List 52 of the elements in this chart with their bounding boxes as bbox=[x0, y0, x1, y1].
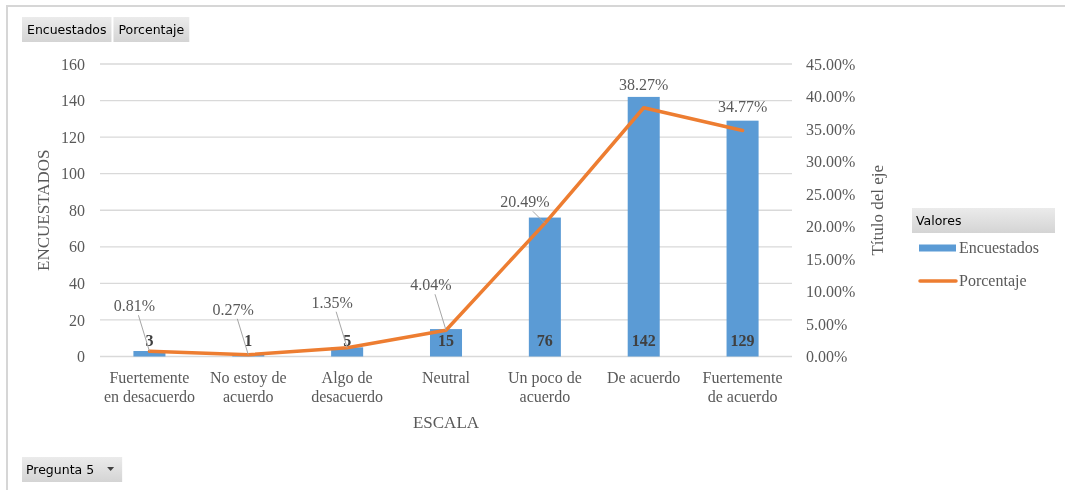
y2-tick-label: 5.00% bbox=[806, 315, 848, 333]
text: Encuestados bbox=[27, 22, 107, 37]
y2-tick-label: 20.00% bbox=[806, 218, 856, 236]
data-label: 0.27% bbox=[212, 300, 254, 318]
x-tick-label: Fuertemente de acuerdo bbox=[702, 369, 783, 405]
legend-title: Valores bbox=[916, 213, 962, 228]
y2-tick-label: 0.00% bbox=[806, 348, 848, 366]
bar bbox=[627, 96, 660, 357]
x-tick-label: Fuertemente en desacuerdo bbox=[103, 369, 195, 405]
y-tick-label: 60 bbox=[69, 238, 85, 256]
y-tick-label: 140 bbox=[61, 92, 85, 110]
x-tick-label: De acuerdo bbox=[607, 369, 681, 386]
y2-tick-label: 10.00% bbox=[806, 283, 856, 301]
y-tick-label: 100 bbox=[61, 165, 85, 183]
y-tick-label: 80 bbox=[69, 201, 85, 219]
data-label: 76 bbox=[536, 331, 553, 349]
x-axis-title: ESCALA bbox=[412, 413, 480, 432]
x-tick-label: Algo de desacuerdo bbox=[311, 369, 384, 405]
data-label: 5 bbox=[343, 331, 352, 349]
y2-tick-label: 45.00% bbox=[806, 55, 856, 73]
legend-label: Encuestados bbox=[959, 239, 1039, 256]
data-label: 129 bbox=[730, 331, 755, 349]
legend-label: Porcentaje bbox=[959, 272, 1027, 290]
data-label: 20.49% bbox=[500, 193, 550, 211]
data-label: 34.77% bbox=[717, 98, 768, 116]
y2-tick-label: 25.00% bbox=[806, 185, 856, 203]
data-label: 142 bbox=[631, 331, 656, 349]
bar bbox=[528, 217, 561, 357]
y2-tick-label: 35.00% bbox=[806, 120, 856, 138]
data-label: 4.04% bbox=[410, 276, 452, 294]
y2-tick-label: 30.00% bbox=[806, 153, 856, 171]
y2-axis-title: Título del eje bbox=[868, 164, 887, 256]
y2-tick-label: 40.00% bbox=[806, 88, 856, 106]
x-tick-label: Neutral bbox=[422, 369, 471, 386]
y-tick-label: 20 bbox=[69, 311, 85, 329]
data-label: 1 bbox=[244, 331, 253, 349]
y-tick-label: 40 bbox=[69, 274, 85, 292]
y-axis-title: ENCUESTADOS bbox=[34, 149, 53, 271]
data-label: 38.27% bbox=[619, 75, 669, 93]
data-label: 3 bbox=[145, 331, 154, 349]
y-tick-label: 120 bbox=[61, 128, 85, 146]
data-label: 1.35% bbox=[311, 293, 353, 311]
x-tick-label: No estoy de acuerdo bbox=[210, 369, 287, 405]
bar bbox=[726, 120, 759, 357]
text: Porcentaje bbox=[118, 22, 185, 37]
y-tick-label: 0 bbox=[77, 348, 85, 366]
x-tick-label: Un poco de acuerdo bbox=[507, 369, 582, 405]
y2-tick-label: 15.00% bbox=[806, 250, 856, 268]
text: Pregunta 5 bbox=[26, 462, 95, 477]
data-label: 0.81% bbox=[113, 297, 156, 315]
data-label: 15 bbox=[438, 331, 454, 349]
y-tick-label: 160 bbox=[61, 55, 85, 73]
